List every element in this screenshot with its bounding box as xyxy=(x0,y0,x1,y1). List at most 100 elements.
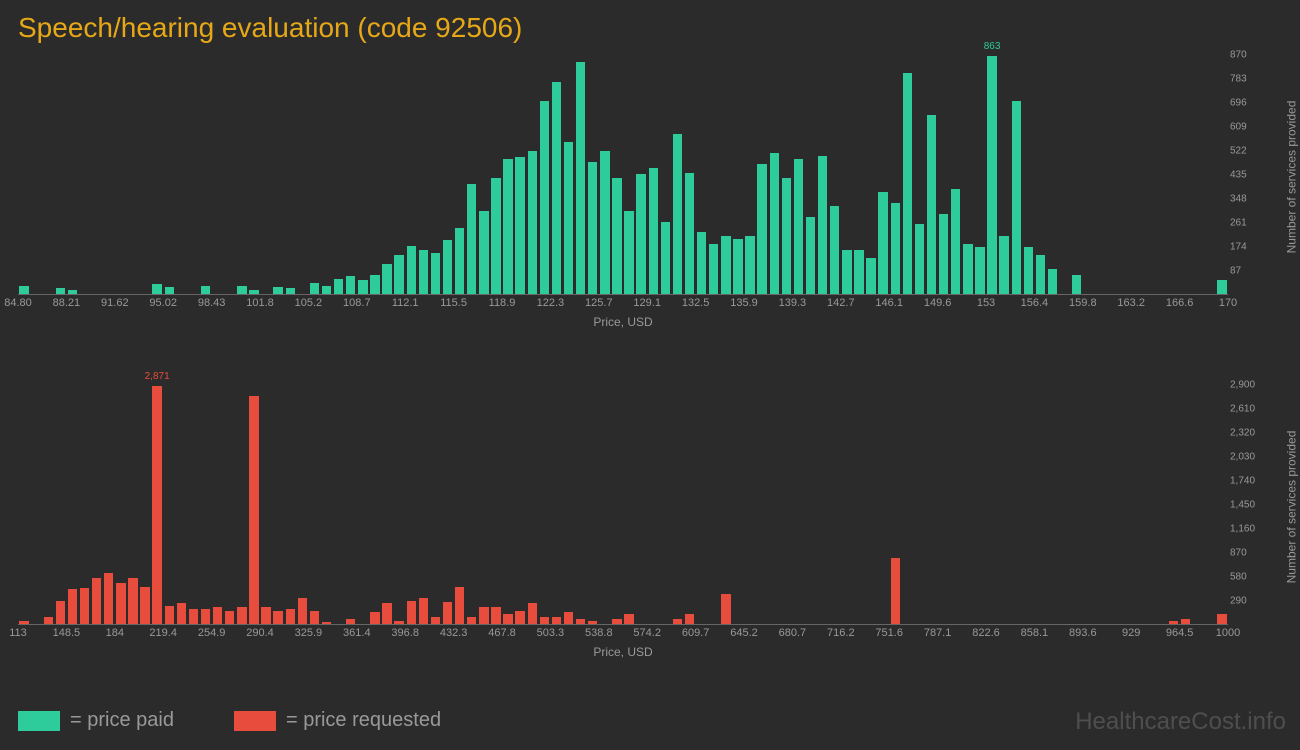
bar xyxy=(927,115,936,294)
x-tick: 166.6 xyxy=(1166,297,1194,309)
bar xyxy=(19,286,28,294)
x-tick: 858.1 xyxy=(1021,627,1049,639)
x-tick: 149.6 xyxy=(924,297,952,309)
x-tick: 538.8 xyxy=(585,627,613,639)
bar xyxy=(915,224,924,294)
x-tick: 115.5 xyxy=(440,297,467,309)
bar xyxy=(891,558,900,624)
bar xyxy=(806,217,815,294)
x-tick: 108.7 xyxy=(343,297,371,309)
bar xyxy=(878,192,887,294)
bar xyxy=(491,607,500,624)
bar xyxy=(1072,275,1081,294)
x-tick: 574.2 xyxy=(633,627,661,639)
y-tick: 580 xyxy=(1230,572,1247,583)
bar xyxy=(552,617,561,624)
x-tick: 135.9 xyxy=(730,297,758,309)
bar xyxy=(225,611,234,624)
bar xyxy=(19,621,28,624)
bar xyxy=(1024,247,1033,294)
bar xyxy=(298,598,307,624)
legend-swatch-paid xyxy=(18,711,60,731)
bar xyxy=(370,275,379,294)
bar xyxy=(310,611,319,624)
bar xyxy=(322,286,331,294)
x-tick: 929 xyxy=(1122,627,1140,639)
x-tick: 290.4 xyxy=(246,627,274,639)
bar xyxy=(455,587,464,624)
x-tick: 91.62 xyxy=(101,297,129,309)
bar xyxy=(503,159,512,294)
y-tick: 261 xyxy=(1230,218,1247,229)
x-tick: 112.1 xyxy=(392,297,419,309)
legend-item-paid: = price paid xyxy=(18,709,174,732)
legend-label-requested: = price requested xyxy=(286,709,441,732)
bar xyxy=(177,603,186,624)
y-tick: 348 xyxy=(1230,194,1247,205)
bar xyxy=(1048,269,1057,294)
bottom-chart-plot: 2,871 xyxy=(18,385,1228,625)
legend: = price paid = price requested xyxy=(18,709,441,732)
x-tick: 113 xyxy=(9,627,27,639)
bar xyxy=(818,156,827,294)
bar xyxy=(528,603,537,624)
x-tick: 467.8 xyxy=(488,627,516,639)
chart-title: Speech/hearing evaluation (code 92506) xyxy=(0,0,1300,44)
bar xyxy=(939,214,948,294)
x-tick: 325.9 xyxy=(295,627,323,639)
bar xyxy=(346,619,355,624)
x-tick: 148.5 xyxy=(53,627,81,639)
bar xyxy=(92,578,101,624)
bar xyxy=(394,255,403,294)
x-tick: 156.4 xyxy=(1021,297,1049,309)
bar xyxy=(358,280,367,294)
bar xyxy=(854,250,863,294)
bar xyxy=(370,612,379,624)
bar xyxy=(128,578,137,624)
bar xyxy=(443,602,452,624)
y-tick: 1,740 xyxy=(1230,476,1255,487)
bar xyxy=(140,587,149,624)
bar xyxy=(588,621,597,624)
y-tick: 435 xyxy=(1230,170,1247,181)
bar xyxy=(636,174,645,294)
bar xyxy=(891,203,900,294)
bar xyxy=(624,211,633,294)
bar xyxy=(431,617,440,624)
bar xyxy=(612,178,621,294)
bar xyxy=(624,614,633,624)
y-tick: 2,030 xyxy=(1230,452,1255,463)
bar xyxy=(455,228,464,294)
x-tick: 88.21 xyxy=(53,297,81,309)
bar xyxy=(1169,621,1178,624)
top-chart-x-ticks: 84.8088.2191.6295.0298.43101.8105.2108.7… xyxy=(18,297,1228,313)
bottom-chart-x-ticks: 113148.5184219.4254.9290.4325.9361.4396.… xyxy=(18,627,1228,643)
bar xyxy=(685,614,694,624)
bar xyxy=(987,56,996,294)
bar xyxy=(903,73,912,294)
x-tick: 101.8 xyxy=(246,297,274,309)
y-tick: 290 xyxy=(1230,596,1247,607)
x-tick: 964.5 xyxy=(1166,627,1194,639)
x-tick: 609.7 xyxy=(682,627,710,639)
bar xyxy=(273,287,282,294)
x-tick: 432.3 xyxy=(440,627,468,639)
bar xyxy=(673,619,682,624)
bar xyxy=(552,82,561,294)
bar xyxy=(479,607,488,624)
bar xyxy=(540,101,549,294)
bar xyxy=(782,178,791,294)
bar xyxy=(564,142,573,294)
x-tick: 184 xyxy=(106,627,124,639)
bar xyxy=(745,236,754,294)
x-tick: 1000 xyxy=(1216,627,1240,639)
x-tick: 219.4 xyxy=(149,627,177,639)
bar xyxy=(515,611,524,624)
bar xyxy=(165,606,174,624)
bar xyxy=(1217,614,1226,624)
bar xyxy=(443,240,452,294)
y-tick: 870 xyxy=(1230,50,1247,61)
bar xyxy=(721,594,730,624)
bar xyxy=(394,621,403,624)
bar xyxy=(419,598,428,624)
